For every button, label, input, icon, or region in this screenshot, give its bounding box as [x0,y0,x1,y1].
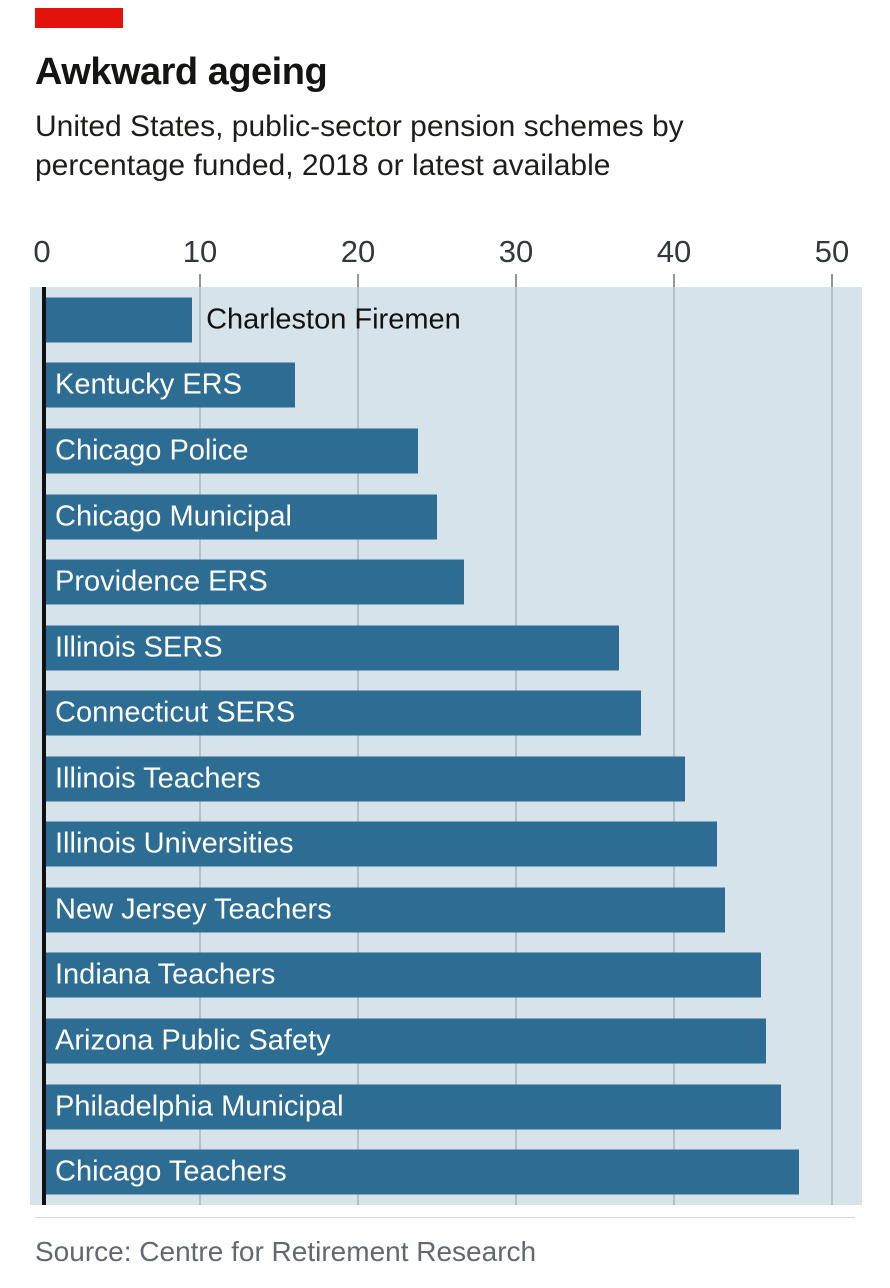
x-tick-label: 20 [340,234,376,270]
bar-label: Philadelphia Municipal [55,1090,344,1123]
bar-row: Providence ERS [30,549,862,615]
source-note: Source: Centre for Retirement Research [35,1236,537,1268]
bar: Kentucky ERS [42,362,295,408]
bar-row: Kentucky ERS [30,353,862,419]
bar: Connecticut SERS [42,690,641,736]
bar-row: New Jersey Teachers [30,877,862,943]
gridline [357,287,359,1206]
gridline [831,287,833,1206]
bar-label: Illinois Universities [55,827,294,860]
bar: Illinois Teachers [42,756,686,802]
x-tick-label: 50 [814,234,850,270]
bar-label: Connecticut SERS [55,696,296,729]
bar-row: Philadelphia Municipal [30,1074,862,1140]
bar-label: Providence ERS [55,565,268,598]
x-tick-mark [673,274,675,288]
bar-row: Arizona Public Safety [30,1008,862,1074]
chart-title: Awkward ageing [35,51,328,93]
gridline [673,287,675,1206]
x-tick-label: 0 [33,234,51,270]
x-tick-label: 10 [182,234,218,270]
bar-row: Connecticut SERS [30,680,862,746]
bar-label: Kentucky ERS [55,368,242,401]
bar-label: Indiana Teachers [55,958,276,991]
bar-row: Illinois SERS [30,615,862,681]
bar-label: Chicago Municipal [55,500,292,532]
bar-label: New Jersey Teachers [55,893,332,926]
x-tick-mark [515,274,517,288]
bar: Providence ERS [42,559,464,605]
x-tick-mark [357,274,359,288]
chart-subtitle: United States, public-sector pension sch… [35,110,684,183]
bar: Chicago Police [42,428,419,474]
bar-label: Illinois Teachers [55,762,261,795]
x-tick-label: 40 [656,234,692,270]
bar-row: Illinois Teachers [30,746,862,812]
bar: Philadelphia Municipal [42,1084,782,1130]
brand-accent-bar [35,8,123,28]
bar: Illinois Universities [42,821,717,867]
bar [42,297,193,343]
bar: Indiana Teachers [42,952,761,998]
bar-label: Illinois SERS [55,631,223,664]
bar-chart: 0 10 20 30 40 50 Charleston Firemen Kentucky E… [30,229,862,1206]
bar: New Jersey Teachers [42,887,725,933]
bar-row: Chicago Teachers [30,1139,862,1205]
bar: Arizona Public Safety [42,1018,766,1064]
bar-row: Chicago Municipal [30,484,862,550]
gridline [515,287,517,1206]
bar-label: Chicago Police [55,434,249,467]
x-axis: 0 10 20 30 40 50 [30,229,862,288]
bar-row: Chicago Police [30,418,862,484]
plot-area: Charleston Firemen Kentucky ERS Chicago Po… [30,287,862,1206]
bar-label: Charleston Firemen [206,303,461,336]
gridline [199,287,201,1206]
bar-label: Chicago Teachers [55,1155,287,1188]
x-tick-mark [831,274,833,288]
y-axis-line [42,287,46,1206]
bar: Chicago Teachers [42,1149,799,1195]
x-tick-label: 30 [498,234,534,270]
bar-row: Illinois Universities [30,812,862,878]
footer-divider [35,1217,855,1219]
bar-row: Indiana Teachers [30,943,862,1009]
x-tick-mark [199,274,201,288]
bar: Illinois SERS [42,625,619,671]
bar-row: Charleston Firemen [30,287,862,353]
bar-label: Arizona Public Safety [55,1024,331,1057]
bar: Chicago Municipal [42,494,437,539]
